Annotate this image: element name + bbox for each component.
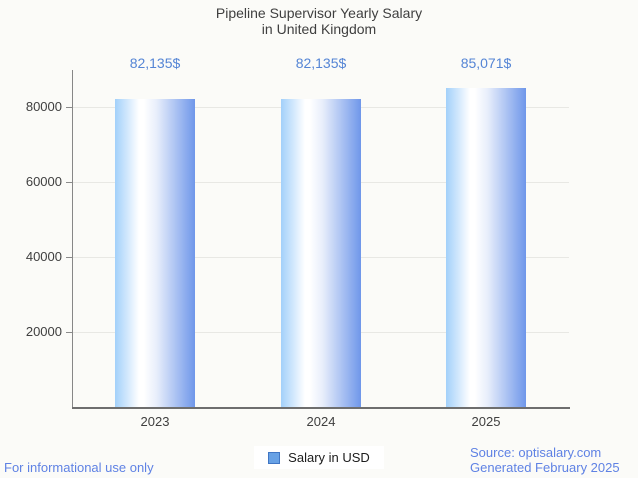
y-tick-label: 20000 — [25, 324, 62, 339]
chart-title: Pipeline Supervisor Yearly Salary in Uni… — [0, 5, 638, 37]
y-tick-label: 80000 — [25, 99, 62, 114]
x-tick-label: 2023 — [140, 414, 170, 429]
y-tick — [66, 107, 72, 108]
x-tick-label: 2025 — [471, 414, 501, 429]
y-tick — [66, 182, 72, 183]
y-tick — [66, 257, 72, 258]
x-axis-line — [72, 407, 570, 409]
bar-value-label: 82,135$ — [295, 55, 347, 71]
footer-generated-line: Generated February 2025 — [470, 460, 620, 475]
bar[interactable] — [446, 88, 526, 407]
y-axis-line — [72, 70, 73, 407]
bar-value-label: 85,071$ — [460, 55, 512, 71]
y-tick — [66, 332, 72, 333]
bar[interactable] — [281, 99, 361, 407]
bar-value-label: 82,135$ — [129, 55, 181, 71]
chart-title-line1: Pipeline Supervisor Yearly Salary — [215, 5, 423, 21]
chart-title-line2: in United Kingdom — [261, 21, 377, 37]
y-tick-label: 40000 — [25, 249, 62, 264]
bar[interactable] — [115, 99, 195, 407]
x-tick-label: 2024 — [306, 414, 336, 429]
footer-source-line: Source: optisalary.com — [470, 445, 602, 460]
y-tick-label: 60000 — [25, 174, 62, 189]
footer-disclaimer: For informational use only — [4, 460, 154, 475]
footer-source: Source: optisalary.com Generated Februar… — [470, 445, 620, 475]
